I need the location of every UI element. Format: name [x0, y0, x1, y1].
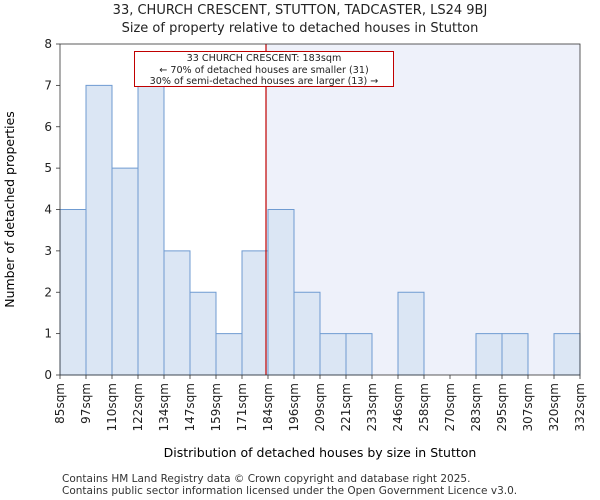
- bar-209sqm: [319, 333, 347, 376]
- annotation-line-2: ← 70% of detached houses are smaller (31…: [159, 64, 369, 76]
- x-tick-label: 97sqm: [79, 383, 93, 424]
- y-tick-label: 5: [44, 161, 52, 175]
- x-tick-label: 283sqm: [469, 383, 483, 431]
- y-tick-label: 0: [44, 368, 52, 382]
- x-tick-label: 122sqm: [131, 383, 145, 431]
- x-tick-label: 320sqm: [547, 383, 561, 431]
- bar-184sqm: [267, 209, 295, 376]
- chart-title: 33, CHURCH CRESCENT, STUTTON, TADCASTER,…: [112, 3, 488, 18]
- bar-134sqm: [163, 250, 191, 376]
- x-tick-label: 85sqm: [53, 383, 67, 424]
- x-tick-label: 307sqm: [521, 383, 535, 431]
- y-tick-label: 7: [44, 78, 52, 92]
- x-tick-label: 221sqm: [339, 383, 353, 431]
- bar-246sqm: [397, 291, 425, 376]
- footer-line-1: Contains HM Land Registry data © Crown c…: [62, 473, 471, 485]
- footer-line-2: Contains public sector information licen…: [62, 485, 518, 497]
- x-axis-label: Distribution of detached houses by size …: [164, 445, 477, 460]
- x-tick-label: 134sqm: [157, 383, 171, 431]
- x-tick-label: 184sqm: [261, 383, 275, 431]
- y-tick-label: 8: [44, 37, 52, 51]
- bar-97sqm: [85, 84, 113, 376]
- x-tick-label: 159sqm: [209, 383, 223, 431]
- bar-159sqm: [215, 333, 243, 376]
- bar-85sqm: [59, 209, 87, 376]
- bar-295sqm: [501, 333, 529, 376]
- y-tick-label: 6: [44, 120, 52, 134]
- chart-subtitle: Size of property relative to detached ho…: [121, 21, 479, 36]
- x-tick-label: 258sqm: [417, 383, 431, 431]
- y-tick-label: 3: [44, 244, 52, 258]
- x-tick-label: 209sqm: [313, 383, 327, 431]
- bar-221sqm: [345, 333, 373, 376]
- x-tick-label: 171sqm: [235, 383, 249, 431]
- y-axis-label: Number of detached properties: [2, 111, 17, 308]
- marker-annotation: 33 CHURCH CRESCENT: 183sqm ← 70% of deta…: [134, 51, 394, 87]
- x-tick-label: 270sqm: [443, 383, 457, 431]
- x-tick-label: 295sqm: [495, 383, 509, 431]
- annotation-line-1: 33 CHURCH CRESCENT: 183sqm: [186, 53, 342, 64]
- bar-320sqm: [553, 333, 581, 376]
- bar-122sqm: [137, 84, 165, 376]
- bar-196sqm: [293, 291, 321, 376]
- x-tick-label: 246sqm: [391, 383, 405, 431]
- y-tick-label: 2: [44, 285, 52, 299]
- y-tick-label: 1: [44, 327, 52, 341]
- x-tick-label: 110sqm: [105, 383, 119, 431]
- y-tick-label: 4: [44, 203, 52, 217]
- x-tick-label: 196sqm: [287, 383, 301, 431]
- x-tick-label: 332sqm: [573, 383, 587, 431]
- annotation-line-3: 30% of semi-detached houses are larger (…: [149, 76, 379, 87]
- bar-283sqm: [475, 333, 503, 376]
- bar-147sqm: [189, 291, 217, 376]
- bar-110sqm: [111, 167, 139, 376]
- x-tick-label: 233sqm: [365, 383, 379, 431]
- x-tick-label: 147sqm: [183, 383, 197, 431]
- bar-171sqm: [241, 250, 269, 376]
